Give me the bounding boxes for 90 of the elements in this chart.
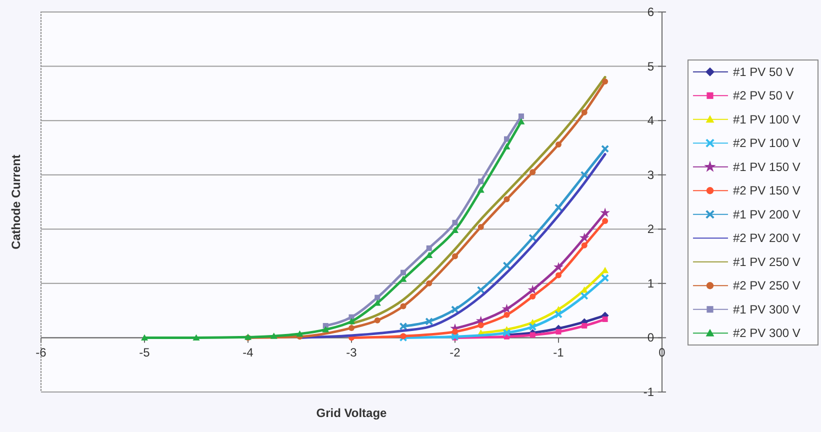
point — [348, 318, 355, 324]
point — [296, 330, 304, 337]
point — [452, 226, 458, 233]
y-tick-label: 1 — [647, 276, 654, 290]
point — [602, 316, 608, 322]
legend-label: #2 PV 50 V — [733, 88, 794, 103]
x-tick-label: -3 — [346, 346, 358, 360]
legend-label: #1 PV 200 V — [733, 207, 800, 222]
point — [374, 317, 380, 324]
point — [452, 253, 458, 260]
point — [601, 274, 610, 282]
y-tick-label: 4 — [647, 114, 654, 128]
point — [528, 322, 537, 331]
point — [530, 332, 536, 338]
point — [503, 143, 510, 150]
point — [426, 280, 432, 286]
point — [580, 170, 588, 179]
point — [580, 292, 588, 300]
point — [400, 270, 406, 276]
point — [141, 334, 148, 340]
point — [579, 232, 590, 242]
point — [478, 224, 484, 230]
x-tick-label: -1 — [553, 346, 564, 360]
point — [518, 113, 524, 119]
point — [476, 286, 485, 294]
legend-label: #2 PV 300 V — [733, 326, 800, 340]
y-tick-label: -1 — [643, 385, 654, 399]
point — [400, 303, 406, 310]
y-tick-label: 3 — [647, 168, 654, 182]
x-tick-label: -4 — [242, 346, 254, 360]
point — [530, 293, 536, 300]
x-tick-label: -2 — [450, 346, 461, 360]
y-tick-label: 6 — [647, 5, 654, 19]
point — [477, 186, 484, 193]
point — [348, 324, 354, 331]
legend-label: #2 PV 150 V — [733, 184, 800, 198]
point — [426, 245, 432, 251]
legend-label: #1 PV 50 V — [733, 64, 794, 79]
legend-label: #1 PV 100 V — [733, 112, 800, 126]
point — [399, 322, 408, 330]
point — [426, 252, 433, 258]
point — [528, 234, 537, 242]
point — [192, 334, 200, 340]
point — [518, 118, 525, 124]
point — [502, 262, 511, 270]
point — [554, 262, 564, 272]
y-tick-label: 5 — [647, 59, 654, 74]
point — [502, 304, 512, 314]
point — [452, 220, 458, 226]
point — [556, 272, 562, 278]
x-tick-label: -5 — [139, 346, 150, 360]
point — [451, 305, 459, 314]
point — [374, 294, 380, 300]
point — [528, 284, 538, 294]
point — [322, 326, 330, 332]
point — [602, 218, 608, 224]
point — [270, 332, 278, 339]
point — [504, 196, 510, 202]
x-axis-title: Grid Voltage — [316, 406, 388, 420]
point — [554, 310, 562, 318]
point — [478, 322, 484, 328]
y-tick-label: 2 — [647, 222, 654, 236]
legend-label: #2 PV 200 V — [733, 231, 800, 246]
point — [425, 317, 434, 326]
legend-label: #1 PV 150 V — [733, 160, 800, 174]
legend-label: #2 PV 250 V — [733, 278, 800, 293]
point — [530, 169, 536, 176]
point — [399, 334, 408, 342]
point — [504, 312, 510, 318]
point — [502, 328, 511, 337]
x-tick-label: -6 — [36, 346, 47, 360]
point — [582, 323, 588, 329]
point — [600, 208, 610, 218]
point — [602, 266, 609, 274]
point — [556, 328, 562, 334]
point — [554, 203, 562, 212]
point — [556, 141, 562, 148]
y-axis-title: Cathode Current — [9, 154, 23, 250]
point — [601, 144, 610, 153]
point — [400, 276, 407, 282]
legend-label: #2 PV 100 V — [733, 136, 800, 150]
point — [478, 178, 484, 184]
point — [400, 333, 406, 340]
legend-label: #1 PV 300 V — [733, 302, 800, 316]
point — [602, 78, 608, 84]
point — [452, 328, 458, 335]
point — [504, 136, 510, 142]
point — [581, 109, 588, 116]
legend-label: #1 PV 250 V — [733, 254, 800, 269]
point — [581, 242, 588, 248]
